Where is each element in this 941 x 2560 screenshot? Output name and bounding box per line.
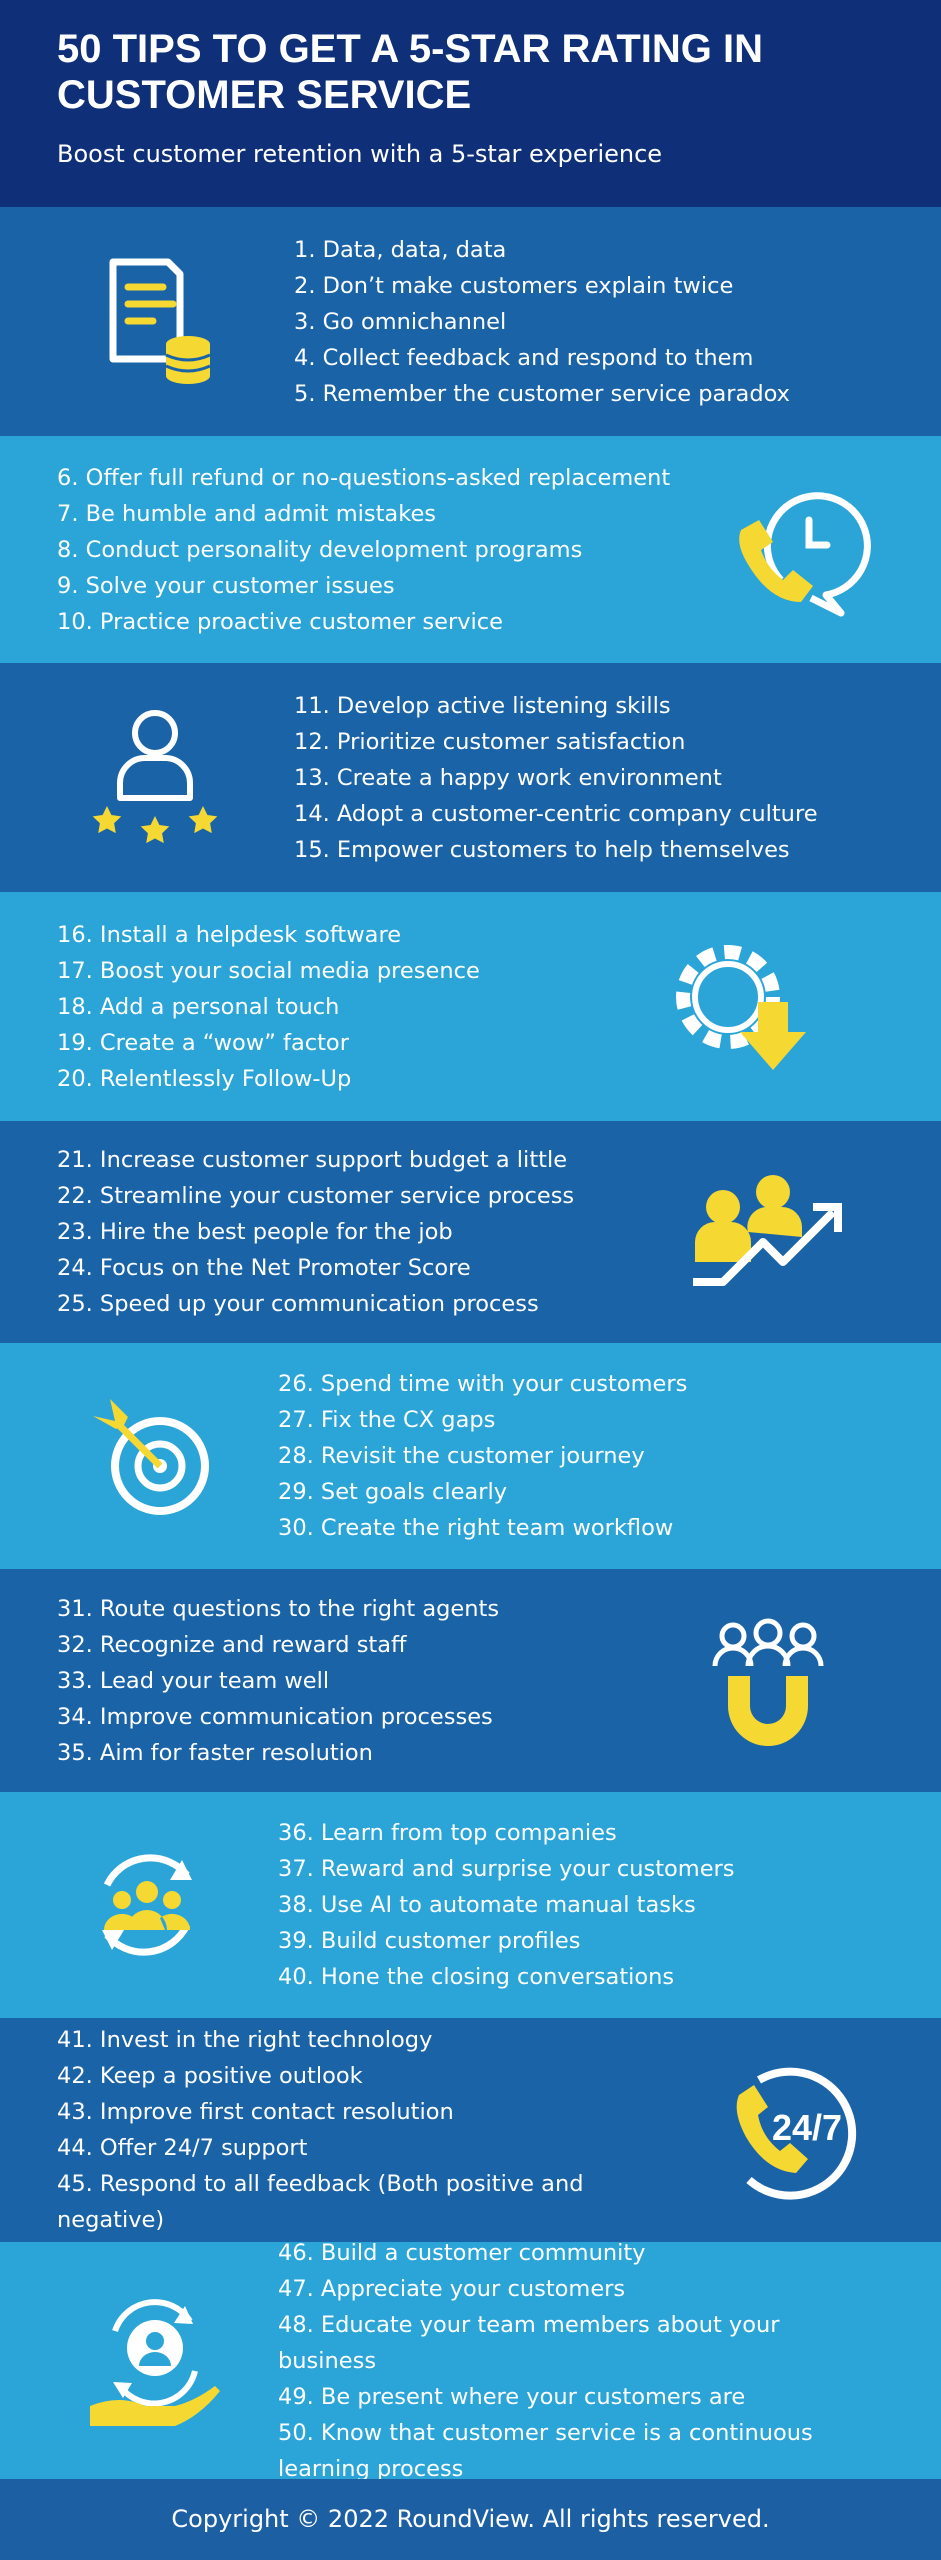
title: 50 TIPS TO GET A 5-STAR RATING IN CUSTOM…: [57, 26, 763, 118]
tip: 14. Adopt a customer-centric company cul…: [294, 800, 818, 827]
tips-section: 36. Learn from top companies 37. Reward a…: [0, 1792, 941, 2018]
growth-icon: [693, 1175, 842, 1286]
tip-list: 6. Offer full refund or no-questions-ask…: [57, 460, 697, 640]
tip: 43. Improve first contact resolution: [57, 2099, 454, 2125]
tip: 5. Remember the customer service paradox: [294, 380, 790, 407]
team-magnet-icon: [712, 1618, 824, 1746]
tips-section: 24/7 41. Invest in the right technology 4…: [0, 2018, 941, 2242]
tip: 34. Improve communication processes: [57, 1703, 493, 1730]
tip: 46. Build a customer community: [278, 2239, 646, 2266]
rating-icon: [92, 709, 218, 843]
tip: 26. Spend time with your customers: [278, 1371, 688, 1397]
tip: 16. Install a helpdesk software: [57, 921, 402, 948]
tip-list: 21. Increase customer support budget a l…: [57, 1142, 697, 1322]
tip-list: 26. Spend time with your customers 27. Fi…: [278, 1366, 878, 1546]
tips-section: 16. Install a helpdesk software 17. Boost…: [0, 892, 941, 1121]
tip: 8. Conduct personality development progr…: [57, 536, 583, 563]
subtitle: Boost customer retention with a 5-star e…: [57, 140, 663, 168]
tip: 50. Know that customer service is a cont…: [278, 2419, 813, 2482]
tip: 22. Streamline your customer service pro…: [57, 1183, 575, 1209]
tips-section: 21. Increase customer support budget a l…: [0, 1121, 941, 1343]
tip: 48. Educate your team members about your…: [278, 2311, 780, 2374]
phone-clock-icon: [739, 491, 871, 616]
tip: 17. Boost your social media presence: [57, 957, 480, 984]
tip-list: 31. Route questions to the right agents 3…: [57, 1591, 697, 1771]
tip: 39. Build customer profiles: [278, 1928, 581, 1954]
tips-section: 1. Data, data, data 2. Don’t make custome…: [0, 207, 941, 436]
tip: 1. Data, data, data: [294, 236, 507, 263]
target-icon: [93, 1399, 209, 1515]
tip: 11. Develop active listening skills: [294, 692, 671, 719]
tip: 21. Increase customer support budget a l…: [57, 1147, 568, 1173]
tip: 27. Fix the CX gaps: [278, 1407, 496, 1433]
tip-list: 36. Learn from top companies 37. Reward a…: [278, 1815, 878, 1995]
tip: 6. Offer full refund or no-questions-ask…: [57, 464, 671, 491]
tip: 15. Empower customers to help themselves: [294, 836, 790, 863]
tip: 42. Keep a positive outlook: [57, 2063, 363, 2089]
tip: 31. Route questions to the right agents: [57, 1595, 500, 1622]
tip: 12. Prioritize customer satisfaction: [294, 728, 686, 755]
tip: 40. Hone the closing conversations: [278, 1964, 675, 1990]
gear-icon: [676, 944, 806, 1070]
icon-label: 24/7: [772, 2107, 842, 2148]
tips-section: 46. Build a customer community 47. Apprec…: [0, 2240, 941, 2482]
tip: 28. Revisit the customer journey: [278, 1443, 645, 1469]
tips-section: 26. Spend time with your customers 27. Fi…: [0, 1343, 941, 1569]
tip: 24. Focus on the Net Promoter Score: [57, 1255, 471, 1281]
tips-section: 31. Route questions to the right agents 3…: [0, 1569, 941, 1792]
tip: 7. Be humble and admit mistakes: [57, 500, 437, 527]
tip-list: 1. Data, data, data 2. Don’t make custome…: [294, 232, 914, 412]
team-cycle-icon: [102, 1854, 192, 1956]
tip-list: 46. Build a customer community 47. Apprec…: [278, 2235, 878, 2487]
tip: 13. Create a happy work environment: [294, 764, 722, 791]
tip: 49. Be present where your customers are: [278, 2383, 746, 2410]
tip-list: 16. Install a helpdesk software 17. Boost…: [57, 917, 697, 1097]
tip: 33. Lead your team well: [57, 1667, 330, 1694]
tip: 25. Speed up your communication process: [57, 1291, 539, 1317]
tip: 20. Relentlessly Follow-Up: [57, 1065, 352, 1092]
tip: 44. Offer 24/7 support: [57, 2135, 308, 2161]
tip: 37. Reward and surprise your customers: [278, 1856, 735, 1882]
header: 50 TIPS TO GET A 5-STAR RATING IN CUSTOM…: [0, 0, 941, 207]
customer-care-icon: [90, 2298, 220, 2426]
tip: 32. Recognize and reward staff: [57, 1631, 407, 1658]
tip: 45. Respond to all feedback (Both positi…: [57, 2171, 584, 2233]
tip: 2. Don’t make customers explain twice: [294, 272, 734, 299]
tip: 29. Set goals clearly: [278, 1479, 508, 1505]
tip: 4. Collect feedback and respond to them: [294, 344, 754, 371]
tip: 10. Practice proactive customer service: [57, 608, 504, 635]
tip: 18. Add a personal touch: [57, 993, 340, 1020]
footer: Copyright © 2022 RoundView. All rights r…: [0, 2479, 941, 2560]
tips-section: 11. Develop active listening skills 12. P…: [0, 663, 941, 892]
tip: 23. Hire the best people for the job: [57, 1219, 453, 1245]
title-line: CUSTOMER SERVICE: [57, 73, 472, 117]
support-icon: 24/7: [736, 2067, 857, 2200]
tip: 36. Learn from top companies: [278, 1820, 617, 1846]
tip-list: 41. Invest in the right technology 42. Ke…: [57, 2022, 697, 2238]
tip: 41. Invest in the right technology: [57, 2027, 433, 2053]
document-icon: [109, 258, 211, 384]
title-line: 50 TIPS TO GET A 5-STAR RATING IN: [57, 27, 763, 71]
tip: 19. Create a “wow” factor: [57, 1029, 349, 1056]
tip: 9. Solve your customer issues: [57, 572, 395, 599]
tip: 35. Aim for faster resolution: [57, 1739, 373, 1766]
tips-section: 6. Offer full refund or no-questions-ask…: [0, 436, 941, 663]
tip: 38. Use AI to automate manual tasks: [278, 1892, 696, 1918]
tip: 3. Go omnichannel: [294, 308, 507, 335]
tip-list: 11. Develop active listening skills 12. P…: [294, 688, 914, 868]
tip: 30. Create the right team workflow: [278, 1515, 674, 1541]
tip: 47. Appreciate your customers: [278, 2275, 626, 2302]
